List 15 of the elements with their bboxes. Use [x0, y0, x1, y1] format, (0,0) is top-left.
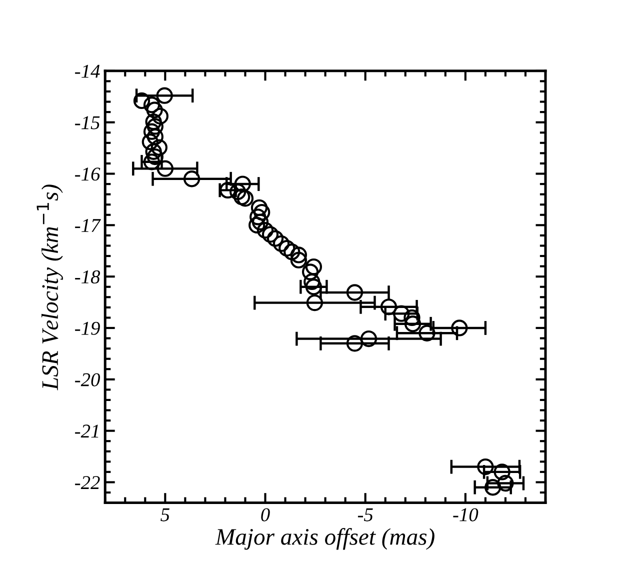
- y-tick-label: -22: [75, 476, 100, 489]
- x-axis-title: Major axis offset (mas): [215, 528, 434, 550]
- x-tick-label: -10: [453, 508, 478, 522]
- y-tick-label: -19: [75, 322, 100, 335]
- y-tick-label: -16: [75, 168, 100, 181]
- y-tick-label: -18: [75, 270, 100, 284]
- x-tick-label: -5: [358, 508, 373, 522]
- y-tick-label: -14: [75, 64, 100, 78]
- y-tick-label: -15: [75, 116, 100, 130]
- y-axis-title: LSR Velocity (km$^{−1}$s): [36, 184, 63, 390]
- y-tick-label: -20: [75, 373, 100, 386]
- y-tick-label: -17: [75, 219, 101, 232]
- y-tick-label: -21: [75, 424, 98, 438]
- x-tick-label: 0: [261, 508, 270, 522]
- x-tick-label: 5: [160, 508, 170, 522]
